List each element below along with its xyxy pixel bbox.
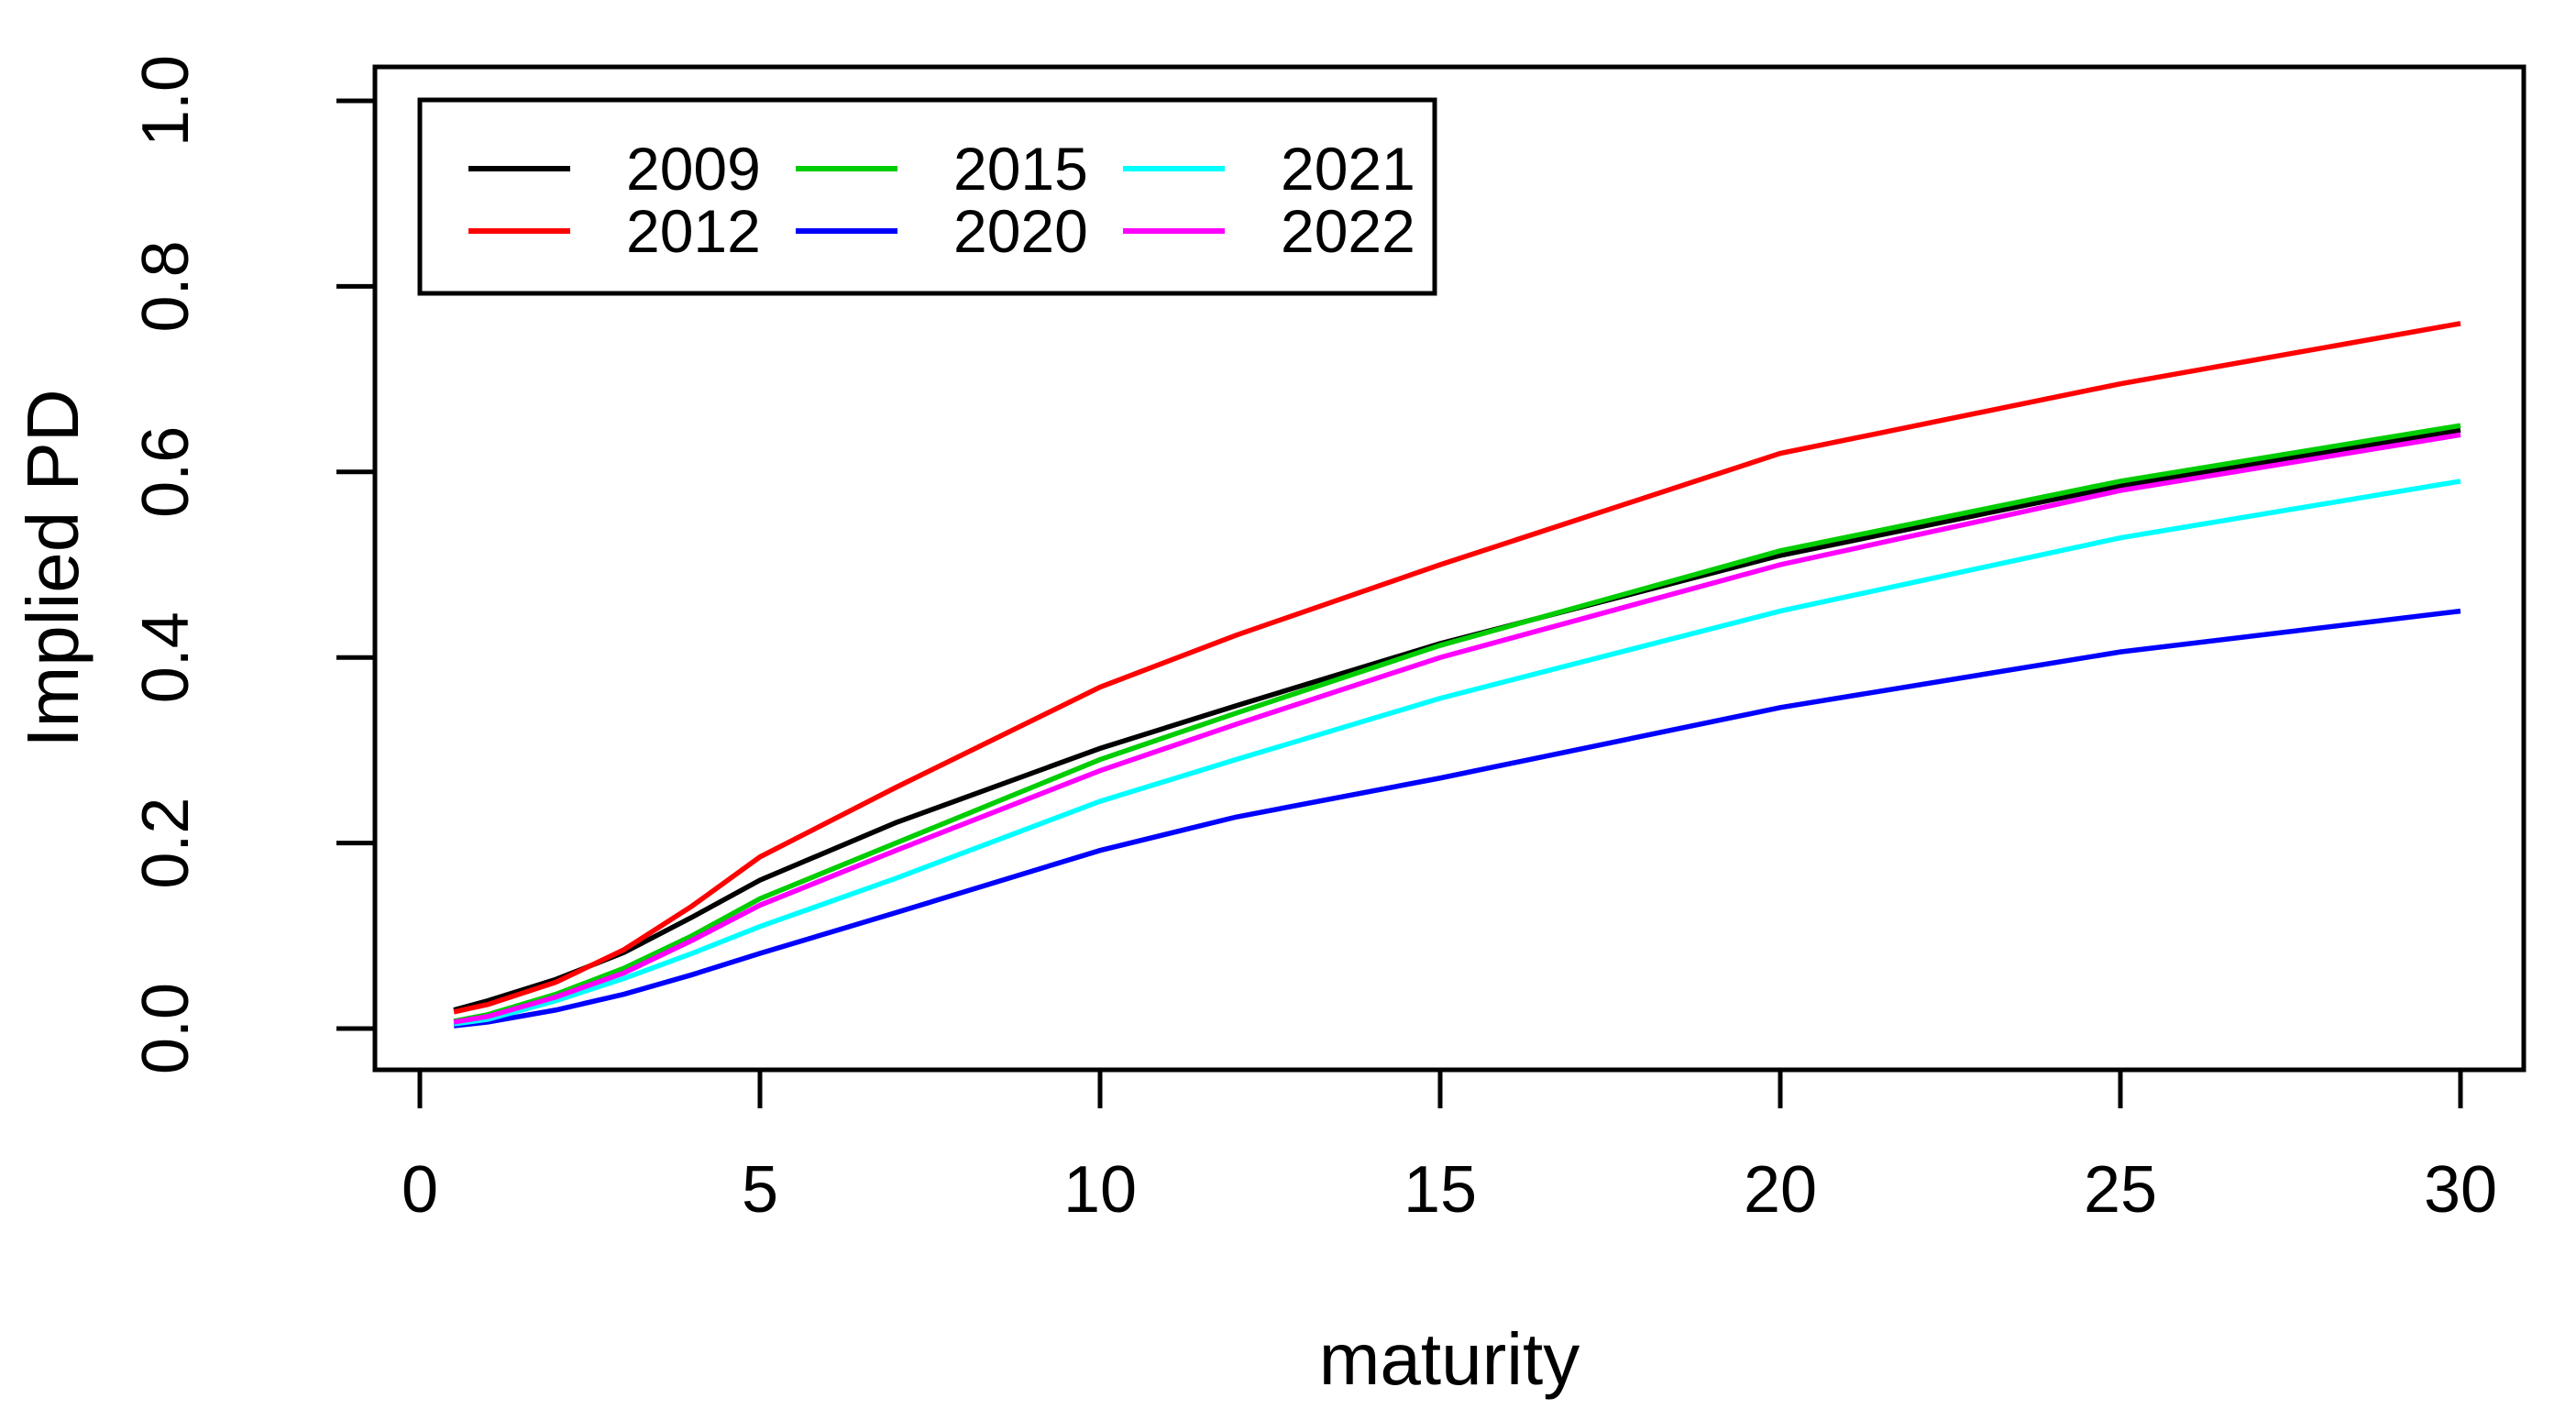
- x-tick-label-15: 15: [1404, 1153, 1477, 1227]
- y-tick-label-0.0: 0.0: [129, 983, 203, 1074]
- y-tick-label-0.4: 0.4: [129, 611, 203, 703]
- series-line-2009: [453, 427, 2461, 1013]
- x-axis-title: maturity: [1319, 1318, 1580, 1400]
- x-tick-label-25: 25: [2084, 1153, 2157, 1227]
- legend-label-2009: 2009: [626, 135, 761, 203]
- x-axis-tick-labels: 0 5 10 15 20 25 30: [402, 1153, 2497, 1227]
- legend-label-2021: 2021: [1281, 135, 1415, 203]
- x-tick-label-10: 10: [1063, 1153, 1137, 1227]
- y-axis-tick-labels: 0.0 0.2 0.4 0.6 0.8 1.0: [129, 55, 203, 1074]
- legend-border-box: [417, 97, 1437, 296]
- x-axis-ticks: [417, 1070, 2463, 1108]
- y-tick-label-0.8: 0.8: [129, 240, 203, 332]
- legend-label-2022: 2022: [1281, 197, 1415, 265]
- y-tick-label-0.6: 0.6: [129, 426, 203, 518]
- y-tick-label-1.0: 1.0: [129, 55, 203, 147]
- x-tick-label-5: 5: [742, 1153, 778, 1227]
- x-tick-label-0: 0: [402, 1153, 438, 1227]
- legend-label-2012: 2012: [626, 197, 761, 265]
- series-line-2020: [453, 608, 2461, 1029]
- series-line-2021: [453, 479, 2461, 1027]
- legend-label-2015: 2015: [953, 135, 1088, 203]
- chart-series-lines: [453, 321, 2461, 1029]
- x-tick-label-20: 20: [1744, 1153, 1817, 1227]
- series-line-2012: [453, 321, 2461, 1015]
- legend-label-2020: 2020: [953, 197, 1088, 265]
- y-axis-ticks: [336, 98, 375, 1031]
- y-axis-title: Implied PD: [12, 389, 94, 747]
- series-line-2015: [453, 423, 2461, 1024]
- y-tick-label-0.2: 0.2: [129, 798, 203, 889]
- plot-border-box: [372, 64, 2526, 1073]
- x-tick-label-30: 30: [2424, 1153, 2497, 1227]
- series-line-2022: [453, 432, 2461, 1025]
